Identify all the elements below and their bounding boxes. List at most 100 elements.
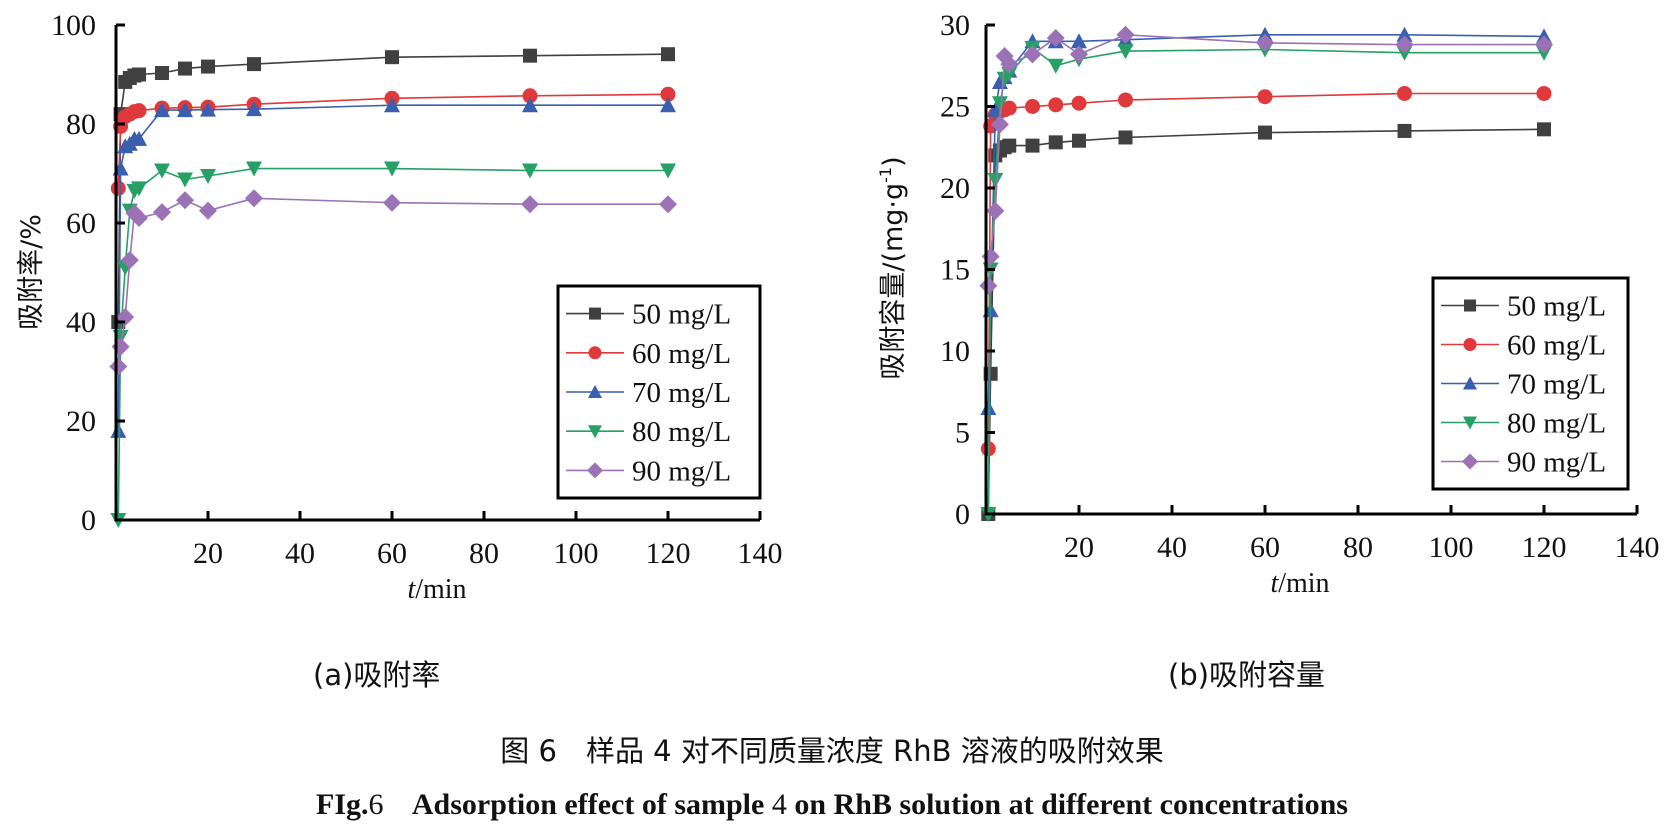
legend-marker xyxy=(1462,453,1478,470)
legend-label: 60 mg/L xyxy=(632,338,731,370)
figure-title-cn: 图 6 样品 4 对不同质量浓度 RhB 溶液的吸附效果 xyxy=(500,734,1164,768)
legend-label: 60 mg/L xyxy=(1507,330,1606,362)
data-point xyxy=(247,57,261,72)
data-point xyxy=(200,101,216,117)
data-point xyxy=(201,59,215,74)
legend-item: 90 mg/L xyxy=(566,455,731,487)
data-point xyxy=(1395,35,1414,54)
data-point xyxy=(1000,55,1019,74)
legend-item: 60 mg/L xyxy=(566,338,731,370)
data-point xyxy=(154,102,170,118)
data-point xyxy=(660,86,676,102)
y-tick-label: 40 xyxy=(66,306,96,339)
figure-title-en: FIg.6 Adsorption effect of sample 4 on R… xyxy=(0,788,1664,822)
data-point xyxy=(1396,26,1413,42)
data-point xyxy=(111,337,130,356)
data-point xyxy=(131,103,147,119)
data-point xyxy=(246,161,262,177)
series-50-mg-L xyxy=(111,47,675,329)
data-point xyxy=(1025,99,1040,114)
data-point xyxy=(178,61,192,76)
data-point xyxy=(1118,92,1133,108)
data-point xyxy=(1002,138,1017,153)
legend-label: 70 mg/L xyxy=(632,377,731,409)
legend-label: 90 mg/L xyxy=(632,455,731,487)
data-point xyxy=(110,422,127,438)
legend-marker xyxy=(588,346,602,360)
x-tick-label: 80 xyxy=(1343,531,1373,564)
legend-marker xyxy=(1463,338,1477,351)
legend-item: 70 mg/L xyxy=(566,377,731,409)
y-tick-label: 0 xyxy=(81,504,96,537)
chart-panel-a: 20 40 60 80 100 120 140 0 20 40 60 80 100 t/min 吸附率/% 5… xyxy=(16,9,783,605)
y-axis-label-text: 吸附容量/(mg·g xyxy=(878,183,909,380)
legend-marker xyxy=(1464,299,1476,312)
x-tick-label: 40 xyxy=(1157,531,1187,564)
x-tick-label: 140 xyxy=(1615,531,1660,564)
data-point xyxy=(1072,133,1086,148)
legend-label: 80 mg/L xyxy=(632,416,731,448)
data-point xyxy=(1048,97,1064,113)
data-point xyxy=(1070,45,1088,64)
x-axis-label-unit: /min xyxy=(415,574,466,605)
figure-number: 6 xyxy=(368,788,384,821)
data-point xyxy=(522,163,538,179)
y-tick-label: 20 xyxy=(940,172,970,205)
data-point xyxy=(1257,89,1273,105)
data-point xyxy=(1071,95,1087,111)
x-tick-label: 40 xyxy=(285,537,315,570)
data-point xyxy=(1116,25,1135,44)
subcaption-a: (a)吸附率 xyxy=(313,658,441,692)
data-point xyxy=(522,88,538,104)
legend-marker xyxy=(588,425,602,439)
x-tick-label: 60 xyxy=(377,537,407,570)
y-tick-label: 25 xyxy=(940,91,970,124)
data-point xyxy=(1397,123,1412,138)
data-point xyxy=(1001,66,1018,82)
y-tick-label: 10 xyxy=(940,335,970,368)
legend-item: 70 mg/L xyxy=(1441,369,1606,401)
y-axis-label-text: 吸附率/% xyxy=(16,214,47,330)
legend-marker xyxy=(587,462,603,479)
data-point xyxy=(990,115,1009,134)
data-point xyxy=(1046,29,1065,48)
data-point xyxy=(131,130,147,146)
data-point xyxy=(130,209,148,228)
legend-item: 60 mg/L xyxy=(1441,330,1606,362)
legend-item: 90 mg/L xyxy=(1441,447,1606,479)
data-point xyxy=(131,181,147,197)
data-point xyxy=(1025,138,1040,153)
legend-item: 50 mg/L xyxy=(566,299,731,331)
data-point xyxy=(980,400,997,416)
data-point xyxy=(120,251,139,270)
x-tick-label: 20 xyxy=(193,537,223,570)
legend-item: 50 mg/L xyxy=(1441,291,1606,323)
data-point xyxy=(659,195,677,214)
legend-label: 70 mg/L xyxy=(1507,369,1606,401)
x-tick-label: 60 xyxy=(1250,531,1280,564)
x-axis-label-var: t xyxy=(1270,568,1279,599)
data-point xyxy=(246,101,262,117)
y-axis-label: 吸附率/% xyxy=(16,214,47,330)
figure-label: FIg. xyxy=(316,788,369,821)
data-point xyxy=(383,193,401,212)
y-tick-label: 30 xyxy=(940,9,970,42)
data-point xyxy=(1117,44,1134,60)
series-70-mg-L xyxy=(110,97,676,438)
x-tick-label: 120 xyxy=(646,537,691,570)
data-point xyxy=(245,189,263,208)
data-point xyxy=(132,67,146,82)
data-point xyxy=(661,47,675,62)
legend: 50 mg/L 60 mg/L 70 mg/L 80 mg/L 90 mg/L xyxy=(1431,276,1630,491)
data-point xyxy=(522,97,538,113)
y-tick-label: 5 xyxy=(955,417,970,450)
x-tick-label: 140 xyxy=(738,537,783,570)
y-tick-label: 80 xyxy=(66,108,96,141)
data-point xyxy=(154,163,170,179)
data-point xyxy=(1256,33,1274,52)
data-point xyxy=(110,180,126,196)
y-tick-label: 20 xyxy=(66,405,96,438)
data-point xyxy=(384,97,400,113)
data-point xyxy=(1001,100,1017,116)
